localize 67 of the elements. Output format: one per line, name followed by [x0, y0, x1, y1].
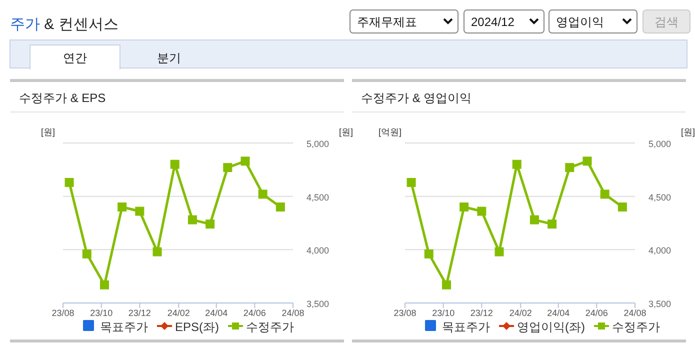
legend-label: 영업이익(좌) — [517, 320, 585, 334]
point — [512, 160, 522, 169]
legend-label: 목표주가 — [100, 320, 148, 334]
x-tick-label: 24/02 — [509, 308, 532, 318]
y2-axis-title: [원] — [338, 127, 354, 137]
point — [424, 249, 434, 258]
text: 연간 — [63, 51, 87, 65]
x-tick-label: 23/10 — [432, 308, 455, 318]
point — [548, 220, 557, 229]
point — [600, 190, 610, 199]
point — [100, 280, 109, 290]
legend-label: 목표주가 — [442, 320, 490, 334]
x-tick-label: 23/12 — [128, 308, 151, 318]
x-tick-label: 24/06 — [243, 308, 266, 318]
text: 주가 & 컨센서스 — [10, 16, 118, 33]
text: 4,500 — [648, 192, 671, 202]
point — [460, 202, 469, 212]
point — [442, 280, 451, 290]
x-tick-label: 23/08 — [394, 308, 416, 318]
x-tick-label: 23/12 — [470, 308, 493, 318]
x-tick-label: 23/10 — [90, 308, 113, 318]
chart-title: 수정주가 & 영업이익 — [361, 91, 472, 105]
text: 4,000 — [306, 246, 329, 256]
point — [223, 163, 232, 172]
x-tick-label: 24/08 — [624, 308, 646, 318]
point — [477, 206, 486, 216]
text: 2024/12 — [471, 15, 515, 29]
point — [406, 178, 416, 187]
point — [618, 202, 627, 212]
text: 5,000 — [306, 139, 329, 149]
point — [530, 215, 539, 224]
legend-label: EPS(좌) — [175, 320, 220, 334]
point — [206, 220, 215, 229]
text: 4,500 — [306, 192, 329, 202]
text: 3,500 — [306, 299, 329, 309]
text: 4,000 — [648, 246, 671, 256]
text: 5,000 — [648, 139, 671, 149]
point — [582, 156, 592, 166]
x-tick-label: 24/06 — [585, 308, 608, 318]
point — [82, 249, 92, 258]
text: 3,500 — [648, 299, 671, 309]
point — [258, 190, 268, 199]
y-axis-title: [억원] — [378, 127, 402, 137]
point — [135, 206, 144, 216]
x-tick-label: 23/08 — [52, 308, 74, 318]
text: 검색 — [654, 15, 678, 29]
text: 분기 — [157, 51, 181, 65]
point — [118, 202, 127, 212]
point — [494, 247, 504, 256]
point — [240, 156, 250, 166]
legend-label: 수정주가 — [612, 320, 660, 334]
chart-title: 수정주가 & EPS — [19, 91, 106, 105]
x-tick-label: 24/04 — [547, 308, 570, 318]
x-tick-label: 24/04 — [205, 308, 228, 318]
x-tick-label: 24/08 — [282, 308, 304, 318]
point — [152, 247, 162, 256]
legend-label: 수정주가 — [246, 320, 294, 334]
y-axis-title: [원] — [40, 127, 56, 137]
text: 주재무제표 — [357, 15, 417, 29]
y2-axis-title: [원] — [680, 127, 695, 137]
point — [565, 163, 574, 172]
x-tick-label: 24/02 — [167, 308, 190, 318]
point — [170, 160, 180, 169]
text: 영업이익 — [556, 15, 604, 29]
point — [276, 202, 285, 212]
point — [64, 178, 74, 187]
point — [188, 215, 197, 224]
